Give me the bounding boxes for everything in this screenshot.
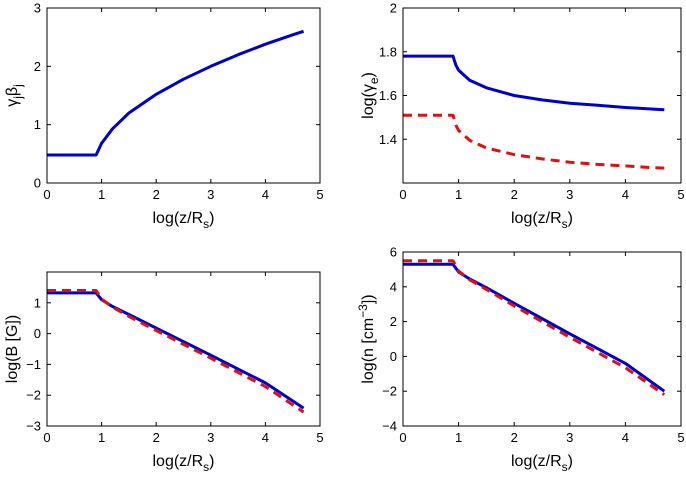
x-tick-label: 3 xyxy=(566,187,573,202)
series-dashed-line xyxy=(47,289,305,414)
series-dashed-line xyxy=(403,113,665,170)
y-tick-label: 0 xyxy=(390,349,397,364)
x-tick-label: 1 xyxy=(98,430,105,445)
x-tick-label: 0 xyxy=(399,430,406,445)
series-solid-line xyxy=(47,29,305,157)
y-tick-label: −1 xyxy=(26,357,41,372)
plot-frame xyxy=(402,251,682,427)
x-tick-label: 1 xyxy=(455,187,462,202)
x-tick-label: 3 xyxy=(207,430,214,445)
x-tick-label: 5 xyxy=(677,430,684,445)
y-tick-label: 1.6 xyxy=(379,88,397,103)
x-tick-label: 4 xyxy=(262,187,269,202)
y-tick-label: 4 xyxy=(390,279,397,294)
x-tick-label: 4 xyxy=(622,187,629,202)
y-tick-label: 0 xyxy=(34,326,41,341)
x-tick-label: 4 xyxy=(262,430,269,445)
x-tick-label: 2 xyxy=(511,187,518,202)
y-tick-label: 2 xyxy=(390,1,397,16)
y-tick-label: 6 xyxy=(390,245,397,260)
series-solid-line xyxy=(403,262,666,393)
y-tick-label: −2 xyxy=(382,384,397,399)
x-tick-label: 2 xyxy=(153,430,160,445)
y-tick-label: −2 xyxy=(26,388,41,403)
y-tick-label: 2 xyxy=(390,314,397,329)
y-tick-label: 3 xyxy=(34,1,41,16)
x-tick-label: 0 xyxy=(43,430,50,445)
y-axis-label: log(γe) xyxy=(360,72,381,119)
y-tick-label: 1 xyxy=(34,117,41,132)
x-axis-label: log(z/Rs) xyxy=(511,453,573,474)
x-tick-label: 1 xyxy=(455,430,462,445)
x-tick-label: 2 xyxy=(153,187,160,202)
x-axis-label: log(z/Rs) xyxy=(152,453,214,474)
y-tick-label: 1.4 xyxy=(379,132,397,147)
plot-frame xyxy=(402,7,682,184)
x-tick-label: 4 xyxy=(622,430,629,445)
y-tick-label: −4 xyxy=(382,419,397,434)
y-tick-label: 1.8 xyxy=(379,44,397,59)
y-axis-label: log(n [cm−3]) xyxy=(356,294,377,383)
plot-frame xyxy=(46,7,321,184)
plot-frame xyxy=(46,271,321,427)
y-tick-label: 2 xyxy=(34,59,41,74)
x-tick-label: 5 xyxy=(316,187,323,202)
y-tick-label: 0 xyxy=(34,176,41,191)
x-tick-label: 5 xyxy=(677,187,684,202)
y-axis-label: γjβj xyxy=(4,84,25,107)
x-tick-label: 3 xyxy=(566,430,573,445)
panel-1: 0 1 2 3 4 5 0 1 2 3 log(z/Rs) γjβj xyxy=(4,1,324,232)
series-dashed-line xyxy=(403,259,666,396)
x-tick-label: 2 xyxy=(511,430,518,445)
x-tick-label: 1 xyxy=(98,187,105,202)
y-tick-label: 1 xyxy=(34,295,41,310)
panel-4: 0 1 2 3 4 5 −4 −2 0 2 4 6 log(z/Rs) log(n [cm−3]) xyxy=(356,245,685,475)
x-tick-label: 0 xyxy=(399,187,406,202)
y-axis-label: log(B [G]) xyxy=(4,315,21,383)
series-solid-line xyxy=(47,291,305,410)
x-axis-label: log(z/Rs) xyxy=(152,210,214,231)
x-tick-label: 0 xyxy=(43,187,50,202)
panel-3: 0 1 2 3 4 5 −3 −2 −1 0 1 log(z/Rs) log(B [G]) xyxy=(4,271,324,474)
y-tick-label: −3 xyxy=(26,419,41,434)
x-tick-label: 3 xyxy=(207,187,214,202)
panel-2: 0 1 2 3 4 5 1.4 1.6 1.8 2 log(z/Rs) log(γe) xyxy=(360,1,685,232)
series-solid-line xyxy=(403,54,665,112)
x-axis-label: log(z/Rs) xyxy=(511,210,573,231)
x-tick-label: 5 xyxy=(316,430,323,445)
